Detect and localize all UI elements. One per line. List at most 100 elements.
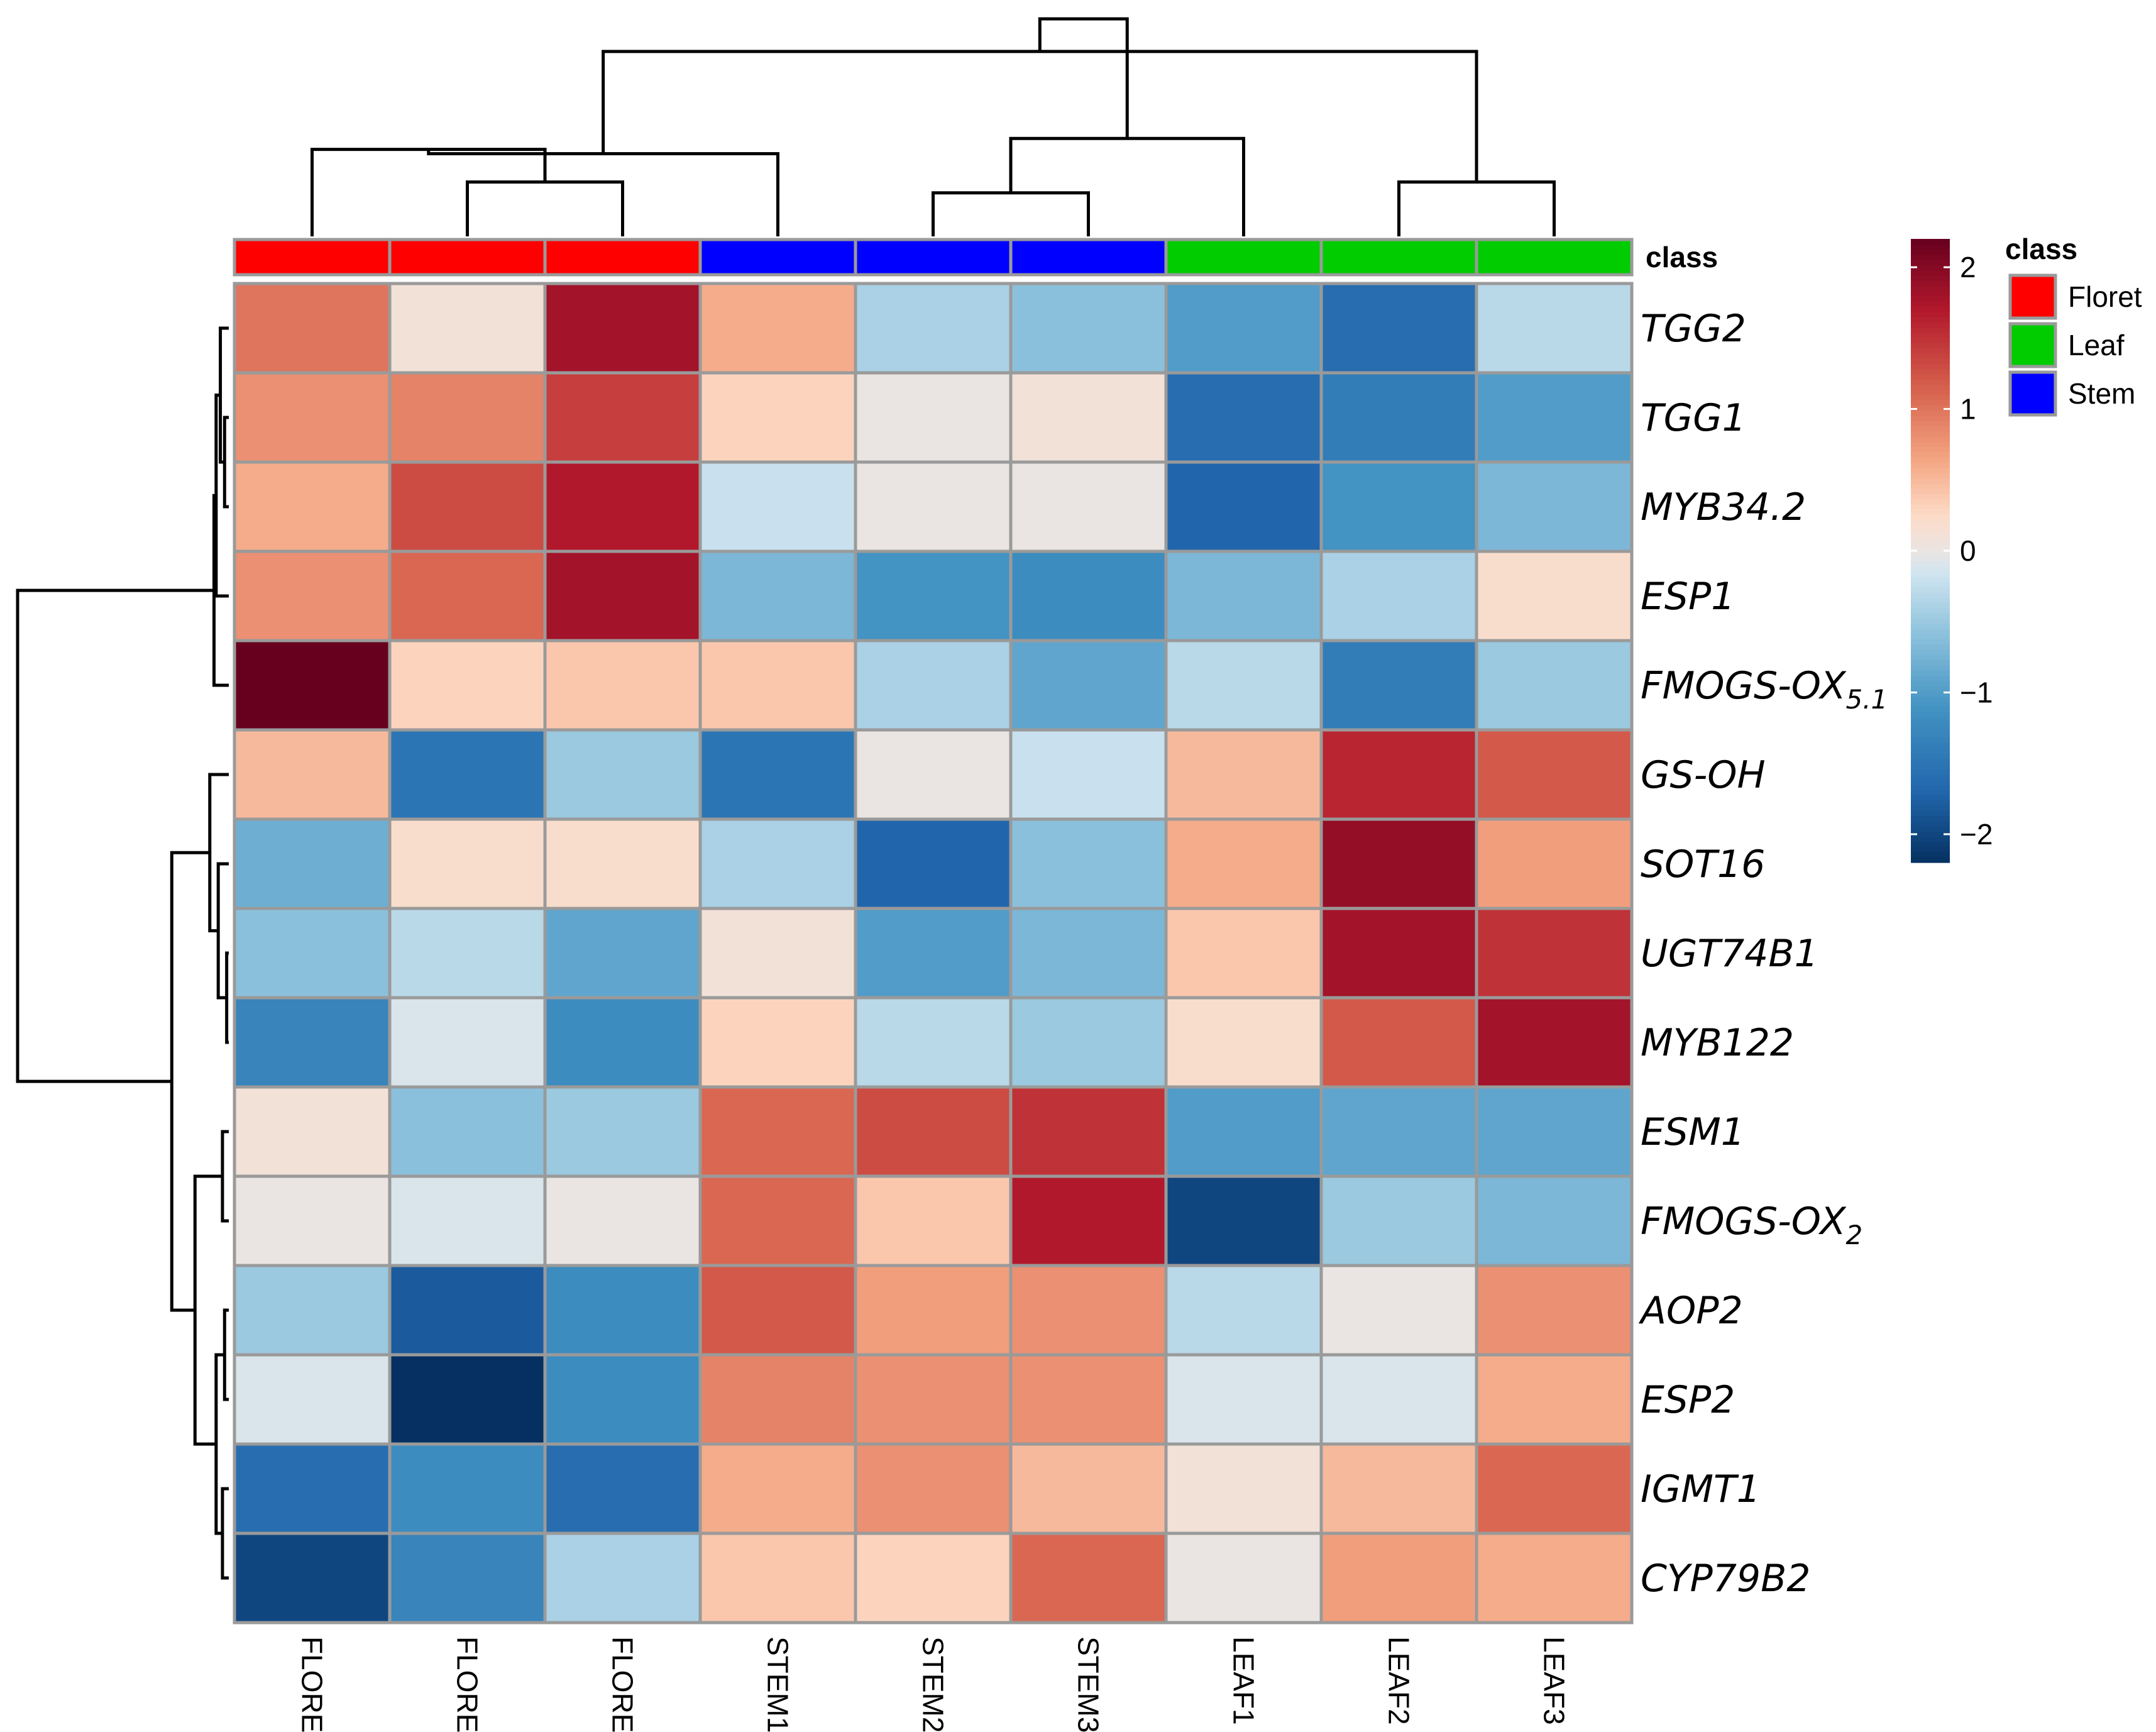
heatmap-cell	[1319, 1442, 1478, 1535]
heatmap-cell	[388, 1353, 547, 1446]
color-scale-segment	[1911, 826, 1950, 832]
color-scale-segment	[1911, 571, 1950, 577]
color-scale-segment	[1911, 405, 1950, 411]
heatmap-cell	[233, 1264, 392, 1357]
legend-swatch	[2008, 322, 2057, 368]
row-label: ESP2	[1641, 1378, 1735, 1422]
heatmap-cell	[1164, 549, 1323, 643]
color-scale-segment	[1911, 509, 1950, 515]
class-annotation-bar	[233, 238, 1634, 277]
color-scale-segment	[1911, 265, 1950, 271]
dendrogram-branch	[932, 191, 1090, 236]
heatmap-cell	[543, 996, 702, 1089]
heatmap-cell	[1164, 996, 1323, 1089]
heatmap-cell	[1164, 282, 1323, 375]
heatmap-cell	[1009, 1442, 1168, 1535]
color-scale-segment	[1911, 737, 1950, 744]
heatmap-cell	[1009, 907, 1168, 1000]
color-scale-segment	[1911, 494, 1950, 499]
heatmap-cell	[854, 1531, 1013, 1624]
color-scale-segment	[1911, 597, 1950, 604]
color-scale-segment	[1911, 462, 1950, 468]
heatmap-cell	[854, 639, 1013, 732]
row-label: ESM1	[1641, 1110, 1745, 1154]
heatmap-cell	[1319, 1531, 1478, 1624]
color-scale-segment	[1911, 436, 1950, 442]
color-scale-segment	[1911, 680, 1950, 687]
heatmap-cell	[698, 817, 857, 910]
color-scale-segment	[1911, 529, 1950, 536]
color-scale-segment	[1911, 317, 1950, 323]
color-scale-segment	[1911, 514, 1950, 520]
annotation-cell	[233, 238, 392, 277]
column-label: STEM1	[762, 1636, 795, 1732]
column-label: FLORET3	[296, 1636, 329, 1732]
color-scale-segment	[1911, 368, 1950, 375]
dendrogram-branch	[16, 588, 214, 1083]
color-scale-segment	[1911, 285, 1950, 292]
color-scale-segment	[1911, 270, 1950, 276]
color-scale-segment	[1911, 358, 1950, 364]
color-scale-segment	[1911, 275, 1950, 281]
heatmap-cell	[233, 1085, 392, 1178]
color-scale-segment	[1911, 587, 1950, 593]
heatmap-cell	[543, 1531, 702, 1624]
heatmap-cell	[1164, 460, 1323, 553]
heatmap-cell	[854, 728, 1013, 821]
heatmap-cell	[1475, 1442, 1634, 1535]
color-scale-segment	[1911, 623, 1950, 629]
color-scale-segment	[1911, 249, 1950, 255]
color-scale-segment	[1911, 306, 1950, 312]
heatmap-cell	[388, 907, 547, 1000]
heatmap-cell	[543, 1353, 702, 1446]
color-scale-segment	[1911, 753, 1950, 759]
heatmap-cell	[543, 1442, 702, 1535]
heatmap-cell	[388, 728, 547, 821]
heatmap-cell	[543, 371, 702, 464]
row-label: TGG1	[1641, 396, 1746, 440]
dendrogram-branch	[221, 1130, 229, 1223]
color-scale-segment	[1911, 649, 1950, 655]
color-scale-segment	[1911, 545, 1950, 551]
legend-label: Stem	[2068, 377, 2135, 410]
legend-swatch	[2008, 370, 2057, 417]
heatmap-cell	[233, 1442, 392, 1535]
heatmap-cell	[1319, 817, 1478, 910]
heatmap-cell	[388, 460, 547, 553]
heatmap-cell	[233, 817, 392, 910]
heatmap-cell	[1475, 817, 1634, 910]
color-scale-segment	[1911, 363, 1950, 370]
heatmap-cell	[1475, 371, 1634, 464]
heatmap-cell	[1475, 1353, 1634, 1446]
heatmap-cell	[698, 460, 857, 553]
heatmap-cell	[233, 907, 392, 1000]
heatmap-cell	[854, 1085, 1013, 1178]
heatmap-cell	[1164, 1174, 1323, 1267]
color-scale-segment	[1911, 441, 1950, 448]
heatmap-cell	[1009, 460, 1168, 553]
heatmap-cell	[233, 549, 392, 643]
heatmap-cell	[1164, 639, 1323, 732]
heatmap-cell	[1164, 1353, 1323, 1446]
heatmap-cell	[1319, 1085, 1478, 1178]
heatmap-cell	[698, 639, 857, 732]
heatmap-cell	[388, 549, 547, 643]
heatmap-cell	[543, 817, 702, 910]
color-scale-segment	[1911, 841, 1950, 847]
heatmap-cell	[388, 817, 547, 910]
color-scale-segment	[1911, 566, 1950, 572]
color-scale-segment	[1911, 488, 1950, 494]
dendrogram-branch	[427, 149, 779, 236]
heatmap-cell	[388, 1264, 547, 1357]
color-scale-segment	[1911, 322, 1950, 328]
color-scale-segment	[1911, 353, 1950, 359]
annotation-label: class	[1646, 241, 1718, 273]
heatmap-cell	[1009, 1174, 1168, 1267]
heatmap-cell	[543, 282, 702, 375]
heatmap-cell	[1164, 1264, 1323, 1357]
annotation-cell	[1475, 238, 1634, 277]
column-label: FLORET2	[607, 1636, 639, 1732]
color-scale-segment	[1911, 685, 1950, 692]
heatmap-cell	[1164, 728, 1323, 821]
color-scale-segment	[1911, 654, 1950, 661]
